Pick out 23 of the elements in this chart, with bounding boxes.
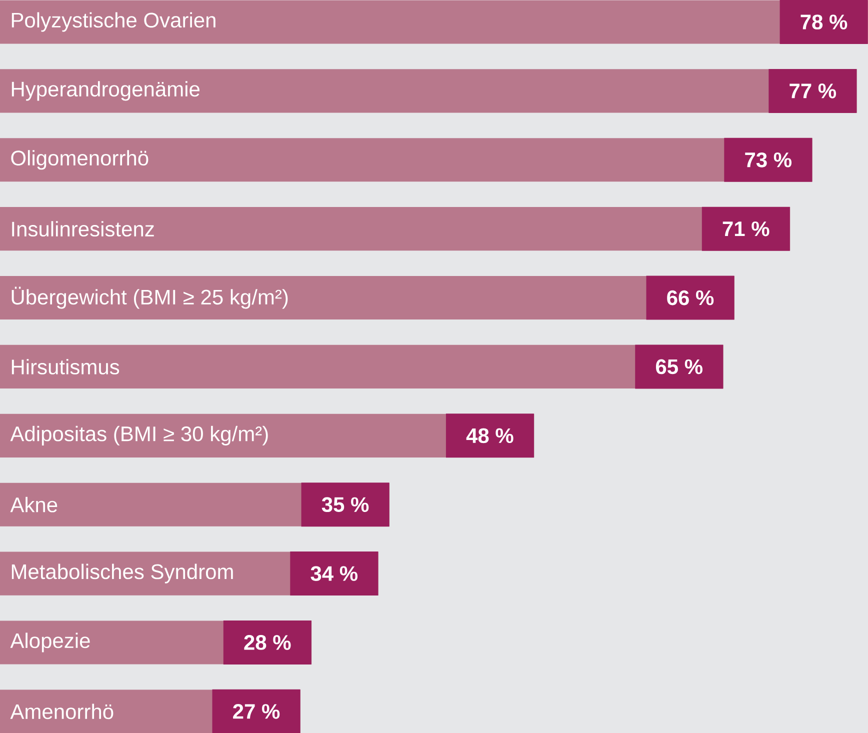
y-tick-label: Akne	[10, 496, 58, 512]
data-label: 28 %	[244, 634, 291, 650]
data-label: 77 %	[790, 83, 836, 98]
y-tick-label: Alopezie	[10, 632, 90, 652]
data-label: 73 %	[745, 152, 792, 168]
y-tick-label: Hirsutismus	[12, 358, 120, 374]
y-tick-label: Insulinresistenz	[12, 220, 154, 236]
data-label: 27 %	[233, 704, 280, 719]
y-tick-label: Metabolisches Syndrom	[12, 564, 233, 584]
y-tick-label: Oligomenorrhö	[11, 150, 148, 170]
y-tick-label: Polyzystische Ovarien	[12, 12, 216, 32]
data-label: 65 %	[656, 359, 702, 374]
data-label: 66 %	[667, 290, 714, 306]
y-tick-label: Amenorrhö	[10, 704, 114, 719]
y-tick-label: Übergewicht (BMI ≥ 25 kg/m²)	[12, 286, 288, 309]
bar	[0, 68, 857, 113]
y-tick-label: Adipositas (BMI ≥ 30 kg/m²)	[10, 426, 268, 446]
data-label: 35 %	[322, 496, 369, 512]
data-label: 34 %	[310, 566, 358, 581]
data-label: 78 %	[800, 14, 848, 30]
y-tick-label: Hyperandrogenämie	[12, 80, 200, 101]
data-label: 48 %	[466, 428, 514, 443]
data-label: 71 %	[722, 221, 770, 236]
